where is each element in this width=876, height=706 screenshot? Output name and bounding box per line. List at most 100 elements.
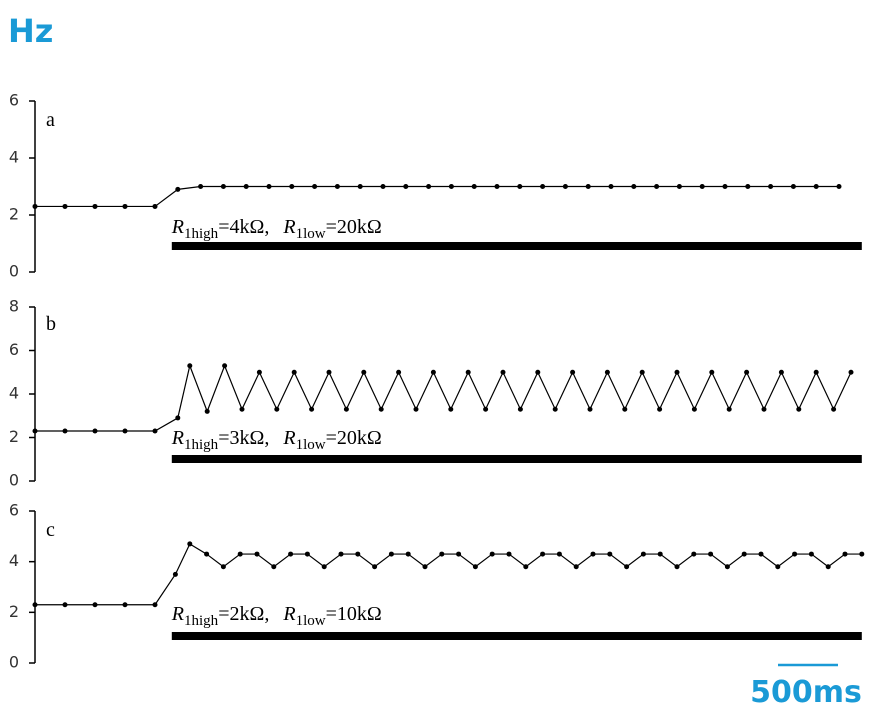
data-point (422, 564, 428, 570)
data-point (778, 369, 784, 375)
data-point (674, 369, 680, 375)
data-point (722, 184, 728, 189)
annotation-part: R (282, 216, 295, 238)
annotation-part: =3kΩ, (218, 427, 269, 449)
data-point (326, 369, 332, 375)
data-point (266, 184, 272, 189)
data-point (674, 564, 680, 570)
data-point (175, 415, 181, 421)
data-point (243, 184, 249, 189)
data-point (540, 551, 546, 557)
data-point (624, 564, 630, 570)
data-point (274, 406, 280, 412)
data-point (321, 564, 327, 570)
annotation-part: 1high (184, 437, 219, 453)
data-point (122, 203, 128, 209)
y-tick-label: 4 (9, 384, 19, 403)
data-point (607, 551, 613, 557)
data-point (426, 184, 432, 189)
stimulus-bar (171, 632, 862, 640)
data-point (334, 184, 340, 189)
data-point (535, 369, 541, 375)
panel-label: c (46, 519, 55, 541)
data-point (744, 369, 750, 375)
data-point (709, 369, 715, 375)
data-point (378, 406, 384, 412)
annotation-part: 1high (184, 613, 219, 629)
panel-label: b (46, 313, 56, 335)
annotation-part: 1low (296, 226, 326, 242)
data-point (842, 551, 848, 557)
data-point (254, 551, 260, 557)
data-point (825, 564, 831, 570)
annotation-part: =20kΩ (326, 216, 382, 238)
data-point (403, 184, 409, 189)
data-point (562, 184, 568, 189)
annotation-part: =20kΩ (326, 427, 382, 449)
data-point (691, 406, 697, 412)
data-point (517, 406, 523, 412)
data-point (570, 369, 576, 375)
annotation-part: 1low (296, 437, 326, 453)
data-point (439, 551, 445, 557)
data-point (357, 184, 363, 189)
data-point (657, 551, 663, 557)
data-point (372, 564, 378, 570)
data-point (380, 184, 386, 189)
data-point (724, 564, 730, 570)
annotation-part: R (282, 427, 295, 449)
y-tick-label: 2 (9, 427, 19, 446)
data-point (448, 406, 454, 412)
data-point (552, 406, 558, 412)
data-point (413, 406, 419, 412)
data-point (691, 551, 697, 557)
data-point (92, 602, 98, 608)
y-tick-label: 6 (9, 340, 19, 359)
data-point (271, 564, 277, 570)
data-point (768, 184, 774, 189)
data-point (631, 184, 637, 189)
data-point (355, 551, 361, 557)
data-point (187, 363, 193, 369)
data-point (813, 369, 819, 375)
data-line (35, 543, 862, 606)
data-point (122, 428, 128, 434)
stimulus-bar (171, 242, 862, 250)
data-point (122, 602, 128, 608)
data-point (309, 406, 315, 412)
data-point (288, 551, 294, 557)
data-point (62, 203, 68, 209)
data-point (808, 551, 814, 557)
data-point (198, 184, 204, 189)
data-point (152, 203, 158, 209)
y-tick-label: 4 (9, 148, 19, 167)
data-point (556, 551, 562, 557)
data-point (465, 369, 471, 375)
data-point (517, 184, 523, 189)
annotation-part: R (171, 427, 184, 449)
data-point (175, 186, 181, 192)
data-point (62, 428, 68, 434)
data-point (813, 184, 819, 189)
data-point (657, 406, 663, 412)
data-point (622, 406, 628, 412)
y-tick-label: 4 (9, 551, 19, 570)
data-point (471, 184, 477, 189)
data-point (761, 406, 767, 412)
data-point (792, 551, 798, 557)
y-tick-label: 0 (9, 471, 19, 490)
data-point (187, 541, 193, 547)
y-tick-label: 0 (9, 653, 19, 672)
annotation: R1high=3kΩ, R1low=20kΩ (171, 427, 382, 453)
data-point (500, 369, 506, 375)
data-point (62, 602, 68, 608)
data-point (790, 184, 796, 189)
y-tick-label: 6 (9, 91, 19, 110)
data-point (494, 184, 500, 189)
data-point (204, 551, 210, 557)
data-point (222, 363, 228, 369)
annotation-part: =10kΩ (326, 603, 382, 625)
data-point (523, 564, 529, 570)
data-point (430, 369, 436, 375)
annotation-part: =2kΩ, (218, 603, 269, 625)
